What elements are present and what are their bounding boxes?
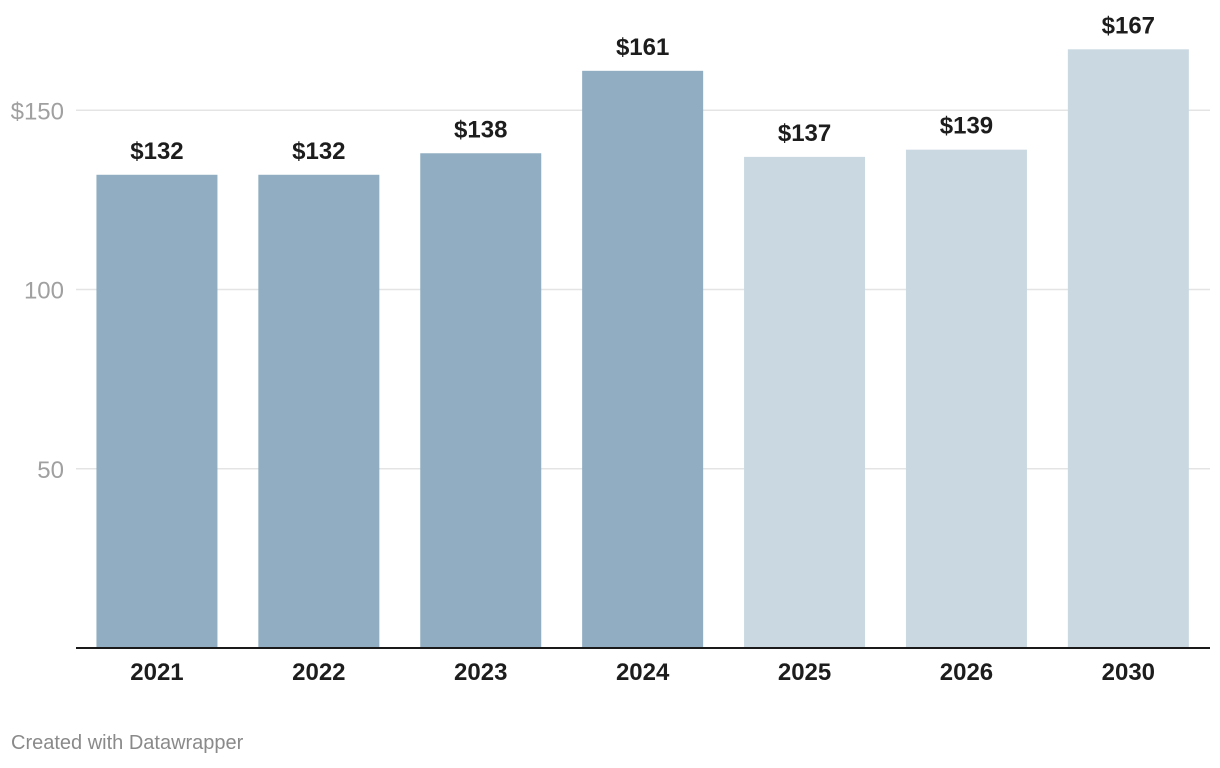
bars	[96, 49, 1189, 649]
bar-value-label-2023: $138	[454, 116, 507, 143]
y-axis-tick-labels: 50 100 $150	[11, 98, 64, 484]
y-tick-label-50: 50	[37, 457, 64, 484]
x-axis-tick-labels: 2021 2022 2023 2024 2025 2026 2030	[130, 659, 1155, 686]
bar-value-labels: $132 $132 $138 $161 $137 $139 $167	[130, 12, 1155, 164]
bar-2030	[1067, 49, 1189, 649]
x-tick-label-2025: 2025	[778, 659, 831, 686]
x-tick-label-2024: 2024	[616, 659, 670, 686]
x-tick-label-2026: 2026	[940, 659, 993, 686]
x-tick-label-2021: 2021	[130, 659, 183, 686]
bar-value-label-2024: $161	[616, 34, 669, 61]
bar-value-label-2025: $137	[778, 120, 831, 147]
bar-2022	[258, 174, 380, 648]
bar-chart: 50 100 $150 $132 $132 $138 $161 $137 $139 $167 2…	[11, 12, 1210, 686]
y-tick-label-150: $150	[11, 98, 64, 125]
y-tick-label-100: 100	[24, 278, 64, 305]
credit-text: Created with Datawrapper	[11, 732, 244, 754]
bar-2025	[744, 156, 866, 649]
bar-value-label-2026: $139	[940, 113, 993, 140]
bar-2026	[905, 149, 1027, 648]
bar-value-label-2022: $132	[292, 138, 345, 165]
bar-2021	[96, 174, 218, 648]
x-tick-label-2022: 2022	[292, 659, 345, 686]
bar-2023	[420, 153, 542, 648]
x-tick-label-2030: 2030	[1102, 659, 1155, 686]
bar-value-label-2021: $132	[130, 138, 183, 165]
bar-value-label-2030: $167	[1102, 12, 1155, 39]
x-tick-label-2023: 2023	[454, 659, 507, 686]
bar-2024	[582, 70, 704, 648]
